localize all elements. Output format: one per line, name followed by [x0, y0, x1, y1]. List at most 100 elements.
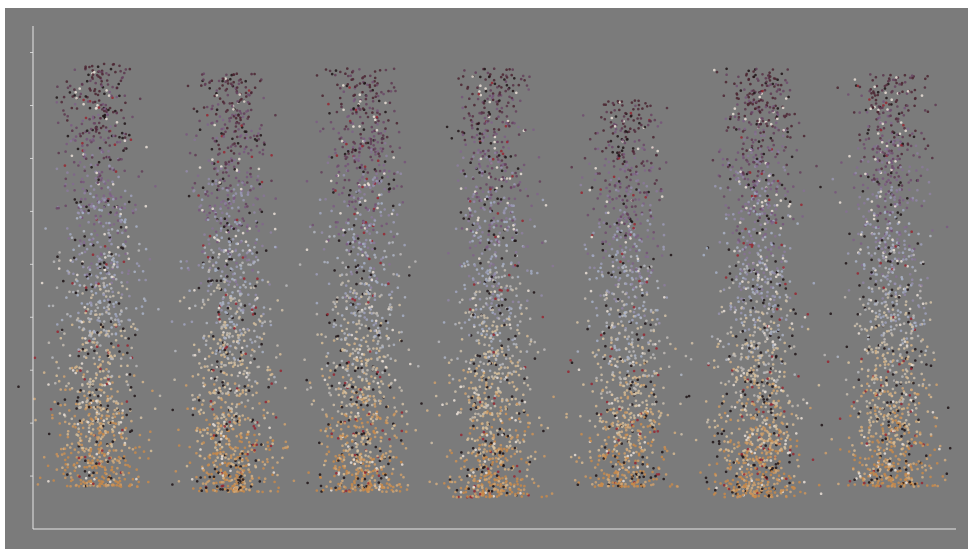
- data-point: [514, 110, 518, 113]
- data-point: [365, 94, 368, 98]
- data-point: [218, 152, 221, 155]
- data-point: [224, 401, 227, 404]
- data-point: [384, 319, 388, 323]
- data-point: [212, 413, 216, 416]
- data-point: [364, 449, 368, 453]
- data-point: [72, 272, 75, 276]
- data-point: [208, 453, 212, 457]
- data-point: [274, 197, 278, 200]
- data-point: [491, 186, 494, 189]
- data-point: [537, 156, 541, 159]
- data-point: [217, 396, 220, 399]
- data-point: [319, 429, 323, 432]
- data-point: [106, 410, 109, 414]
- data-point: [211, 408, 214, 411]
- data-point: [369, 456, 372, 460]
- data-point: [90, 296, 93, 300]
- data-point: [368, 85, 372, 89]
- data-point: [276, 490, 280, 493]
- data-point: [207, 280, 210, 283]
- data-point: [201, 381, 205, 385]
- data-point: [246, 327, 249, 331]
- data-point: [199, 281, 203, 285]
- data-point: [212, 337, 216, 341]
- data-point: [66, 463, 70, 466]
- data-point: [464, 311, 468, 315]
- data-point: [222, 101, 226, 105]
- data-point: [384, 283, 387, 287]
- data-point: [219, 389, 222, 393]
- data-point: [220, 249, 223, 252]
- data-point: [258, 402, 261, 405]
- data-point: [102, 281, 105, 285]
- data-point: [506, 201, 510, 205]
- data-point: [106, 404, 110, 408]
- data-point: [135, 485, 139, 488]
- data-point: [526, 194, 530, 198]
- data-point: [360, 265, 364, 269]
- data-point: [385, 222, 388, 226]
- data-point: [505, 399, 508, 402]
- data-point: [91, 153, 94, 157]
- data-point: [487, 233, 490, 236]
- data-point: [136, 328, 139, 331]
- data-point: [360, 479, 364, 483]
- data-point: [335, 154, 339, 157]
- data-point: [206, 365, 209, 368]
- data-point: [96, 318, 99, 322]
- data-point: [365, 302, 368, 306]
- data-point: [201, 208, 204, 212]
- data-point: [213, 417, 217, 420]
- data-point: [80, 122, 84, 126]
- data-point: [365, 185, 368, 188]
- data-point: [89, 127, 93, 131]
- data-point: [276, 344, 279, 347]
- data-point: [227, 206, 230, 210]
- data-point: [246, 384, 250, 387]
- data-point: [464, 392, 467, 395]
- data-point: [516, 364, 520, 368]
- data-point: [74, 402, 78, 406]
- data-point: [137, 249, 141, 252]
- data-point: [400, 339, 403, 343]
- data-point: [369, 140, 373, 143]
- data-point: [101, 150, 105, 154]
- data-point: [376, 109, 379, 112]
- data-point: [85, 397, 89, 400]
- data-point: [224, 77, 227, 80]
- data-point: [471, 387, 475, 390]
- data-point: [239, 488, 243, 492]
- data-point: [379, 321, 383, 325]
- data-point: [414, 260, 417, 263]
- data-point: [93, 464, 96, 468]
- data-point: [369, 266, 372, 270]
- data-point: [493, 371, 497, 375]
- data-point: [328, 376, 331, 379]
- data-point: [463, 377, 467, 380]
- data-point: [234, 121, 238, 125]
- data-point: [511, 84, 515, 87]
- data-point: [64, 476, 67, 480]
- data-point: [106, 186, 110, 189]
- data-point: [96, 181, 100, 184]
- data-point: [233, 285, 236, 289]
- data-point: [257, 458, 260, 462]
- data-point: [393, 406, 397, 409]
- data-point: [522, 492, 525, 495]
- data-point: [396, 170, 399, 174]
- data-point: [472, 283, 476, 286]
- data-point: [229, 454, 233, 457]
- data-point: [349, 121, 352, 124]
- data-point: [500, 166, 503, 169]
- data-point: [99, 417, 103, 420]
- data-point: [135, 262, 139, 265]
- data-point: [501, 476, 504, 480]
- data-point: [99, 126, 103, 130]
- data-point: [489, 210, 492, 213]
- data-point: [362, 336, 366, 340]
- data-point: [68, 84, 72, 88]
- data-point: [492, 333, 496, 337]
- data-point: [97, 200, 101, 204]
- data-point: [364, 251, 367, 254]
- data-point: [214, 459, 217, 463]
